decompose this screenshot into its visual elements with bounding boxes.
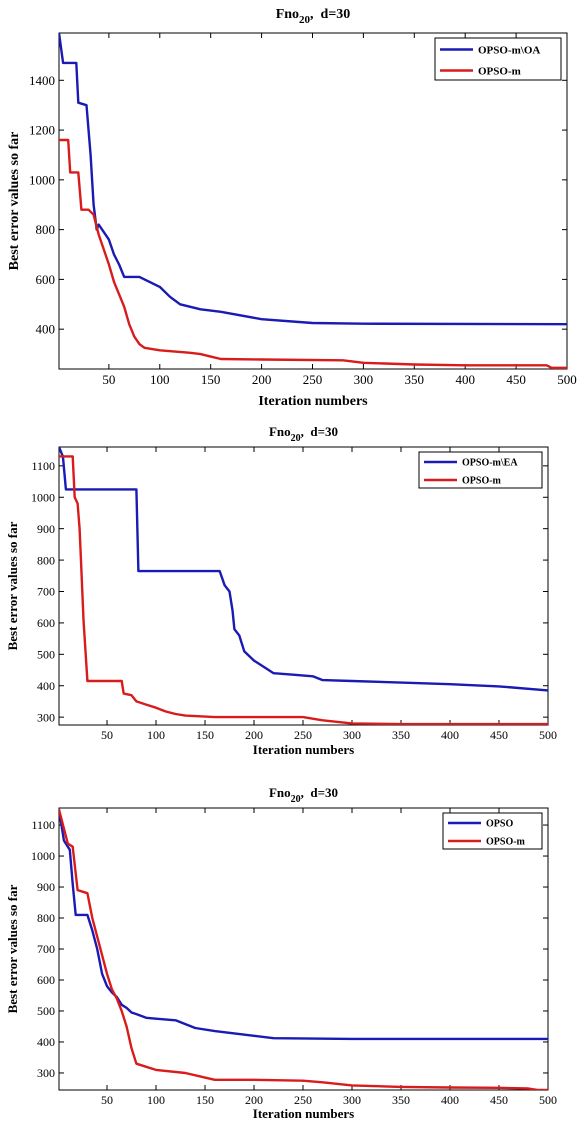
- x-tick-label: 100: [150, 372, 170, 387]
- y-tick-label: 700: [37, 585, 55, 599]
- y-tick-label: 300: [37, 1066, 55, 1080]
- legend: OPSO-m\OA OPSO-m: [434, 37, 562, 81]
- x-axis-label: Iteration numbers: [258, 394, 368, 409]
- y-tick-label: 800: [37, 553, 55, 567]
- y-tick-label: 1100: [31, 818, 55, 832]
- x-tick-label: 50: [101, 1093, 113, 1107]
- x-tick-label: 400: [441, 728, 459, 742]
- y-axis-label: Best error values so far: [7, 132, 22, 271]
- x-tick-label: 150: [196, 728, 214, 742]
- x-tick-label: 350: [392, 728, 410, 742]
- y-tick-label: 1100: [31, 459, 55, 473]
- x-tick-label: 350: [392, 1093, 410, 1107]
- series-line-1: [59, 33, 567, 326]
- series-line-1: [59, 809, 548, 1041]
- y-tick-label: 1000: [29, 172, 55, 187]
- y-tick-label: 1000: [31, 490, 55, 504]
- x-tick-label: 500: [539, 728, 557, 742]
- x-tick-label: 50: [102, 372, 115, 387]
- x-axis-label: Iteration numbers: [253, 742, 354, 757]
- legend: OPSO-m\EA OPSO-m: [418, 451, 543, 489]
- x-tick-label: 50: [101, 728, 113, 742]
- series-line-2: [59, 809, 548, 1090]
- y-tick-label: 1200: [29, 123, 55, 138]
- y-tick-label: 800: [36, 222, 56, 237]
- y-tick-label: 1000: [31, 849, 55, 863]
- plot-area: [58, 446, 549, 726]
- series-line-2: [59, 455, 548, 725]
- x-tick-label: 300: [343, 1093, 361, 1107]
- chart-panel-3: Fno20, d=30 50 100 150 200 250 300 350 400 450 500…: [5, 785, 557, 1121]
- y-tick-label: 400: [37, 1035, 55, 1049]
- x-tick-label: 100: [147, 728, 165, 742]
- x-tick-label: 300: [343, 728, 361, 742]
- y-tick-label: 900: [37, 880, 55, 894]
- legend-entry: OPSO-m: [486, 837, 526, 848]
- y-tick-label: 700: [37, 942, 55, 956]
- x-tick-label: 150: [201, 372, 221, 387]
- x-tick-label: 450: [490, 728, 508, 742]
- x-tick-label: 100: [147, 1093, 165, 1107]
- x-tick-label: 400: [455, 372, 475, 387]
- legend: OPSO OPSO-m: [442, 812, 543, 850]
- legend-entry: OPSO-m\EA: [462, 458, 518, 469]
- legend-box: [434, 37, 562, 81]
- y-tick-label: 300: [37, 710, 55, 724]
- y-tick-label: 500: [37, 1004, 55, 1018]
- x-tick-label: 250: [303, 372, 323, 387]
- chart-title: Fno20, d=30: [269, 424, 338, 444]
- x-tick-label: 200: [245, 1093, 263, 1107]
- x-tick-label: 500: [557, 372, 577, 387]
- x-tick-label: 200: [252, 372, 272, 387]
- y-tick-label: 1400: [29, 73, 55, 88]
- y-axis-label: Best error values so far: [5, 884, 20, 1013]
- x-tick-label: 200: [245, 728, 263, 742]
- plot-area: [58, 32, 568, 370]
- y-tick-label: 900: [37, 522, 55, 536]
- series-line-1: [59, 447, 548, 692]
- legend-box: [442, 812, 543, 850]
- legend-entry: OPSO: [486, 819, 513, 830]
- chart-panel-1: Fno20, d=30 50 100 150 200 250 300 350 400 450 500…: [7, 7, 577, 409]
- series-line-2: [59, 138, 567, 369]
- y-tick-label: 400: [36, 322, 56, 337]
- y-tick-label: 600: [36, 272, 56, 287]
- y-tick-label: 600: [37, 973, 55, 987]
- y-tick-label: 400: [37, 679, 55, 693]
- x-axis-label: Iteration numbers: [253, 1106, 354, 1121]
- legend-entry: OPSO-m: [478, 65, 521, 77]
- x-tick-label: 250: [294, 1093, 312, 1107]
- x-tick-label: 450: [490, 1093, 508, 1107]
- x-tick-label: 350: [405, 372, 425, 387]
- x-tick-label: 150: [196, 1093, 214, 1107]
- y-tick-label: 800: [37, 911, 55, 925]
- x-tick-label: 500: [539, 1093, 557, 1107]
- y-tick-label: 500: [37, 648, 55, 662]
- x-tick-label: 250: [294, 728, 312, 742]
- x-tick-label: 450: [506, 372, 526, 387]
- y-tick-label: 600: [37, 616, 55, 630]
- legend-box: [418, 451, 543, 489]
- chart-title: Fno20, d=30: [276, 7, 351, 26]
- x-tick-label: 300: [354, 372, 374, 387]
- chart-title: Fno20, d=30: [269, 785, 338, 805]
- chart-panel-2: Fno20, d=30 50 100 150 200 250 300 350 400 450 500…: [5, 424, 557, 757]
- legend-entry: OPSO-m: [462, 476, 502, 487]
- x-tick-label: 400: [441, 1093, 459, 1107]
- y-axis-label: Best error values so far: [5, 521, 20, 650]
- legend-entry: OPSO-m\OA: [478, 44, 540, 56]
